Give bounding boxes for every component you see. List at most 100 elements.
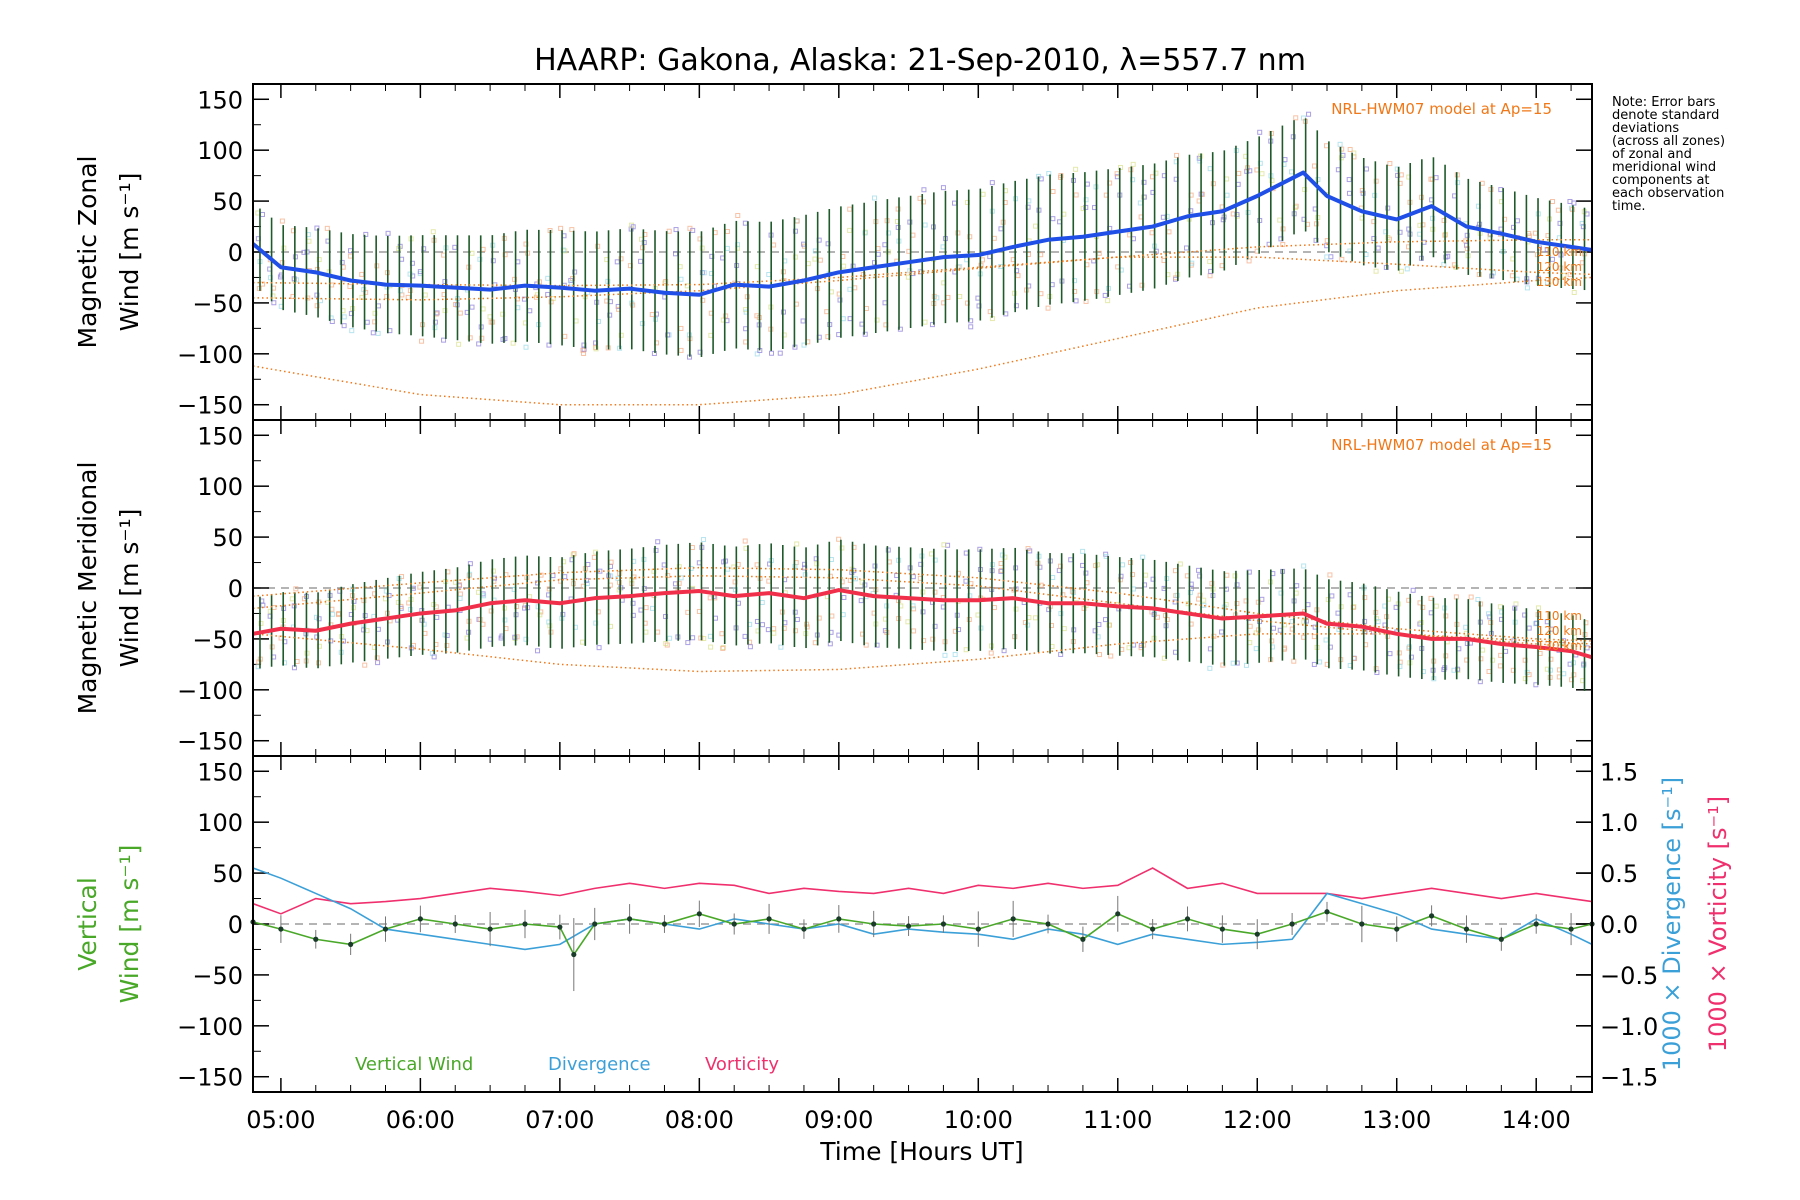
vertical-wind-point <box>696 911 702 917</box>
scatter-point <box>545 275 551 281</box>
scatter-point <box>1025 546 1031 552</box>
scatter-point <box>1105 298 1111 304</box>
scatter-point <box>719 631 725 637</box>
scatter-point <box>817 257 823 263</box>
scatter-point <box>875 246 881 252</box>
scatter-point <box>804 624 810 630</box>
scatter-point <box>862 230 868 236</box>
scatter-point <box>328 638 334 644</box>
scatter-point <box>690 635 696 641</box>
scatter-point <box>862 331 868 337</box>
scatter-point <box>827 573 833 579</box>
scatter-point <box>1488 619 1494 625</box>
scatter-point <box>477 256 483 262</box>
scatter-point <box>1095 562 1101 568</box>
vertical-wind-point <box>1010 916 1016 922</box>
vorticity-line <box>252 867 1593 915</box>
scatter-point <box>1177 561 1183 567</box>
scatter-point <box>500 336 506 342</box>
scatter-point <box>481 593 487 599</box>
scatter-point <box>467 335 473 341</box>
scatter-point <box>1338 155 1344 161</box>
scatter-point <box>527 308 533 314</box>
vertical-wind-point <box>278 926 284 932</box>
vertical-wind-line <box>252 910 1593 957</box>
scatter-point <box>1270 625 1276 631</box>
scatter-point <box>329 606 335 612</box>
scatter-point <box>363 231 369 237</box>
scatter-point <box>952 652 958 658</box>
scatter-point <box>1408 654 1414 660</box>
scatter-point <box>1207 259 1213 265</box>
scatter-point <box>910 574 916 580</box>
vertical-wind-point <box>522 921 528 927</box>
scatter-point <box>596 645 602 651</box>
scatter-point <box>1282 157 1288 163</box>
model-curve <box>252 566 1593 642</box>
scatter-point <box>375 330 381 336</box>
scatter-point <box>885 249 891 255</box>
y-tick-label: −50 <box>192 626 243 654</box>
scatter-point <box>872 195 878 201</box>
note-line: meridional wind <box>1612 160 1717 175</box>
vertical-wind-point <box>1184 916 1191 922</box>
scatter-point <box>663 278 669 284</box>
scatter-point <box>1038 252 1044 258</box>
scatter-point <box>905 274 911 280</box>
scatter-point <box>351 598 357 604</box>
scatter-point <box>771 630 777 636</box>
scatter-point <box>527 594 533 600</box>
scatter-point <box>988 650 994 656</box>
scatter-point <box>1224 176 1230 182</box>
vertical-wind-point <box>836 916 842 922</box>
scatter-point <box>1346 177 1352 183</box>
scatter-point <box>754 351 760 357</box>
scatter-point <box>581 346 587 352</box>
scatter-point <box>847 206 853 212</box>
scatter-point <box>1224 192 1230 198</box>
scatter-point <box>712 615 718 621</box>
scatter-point <box>396 246 402 252</box>
scatter-point <box>441 252 447 258</box>
scatter-point <box>469 250 475 256</box>
scatter-point <box>766 272 772 278</box>
model-altitude-label: 110 km <box>1537 245 1582 259</box>
scatter-point <box>279 218 285 224</box>
scatter-point <box>676 564 682 570</box>
scatter-point <box>502 252 508 258</box>
scatter-point <box>794 541 800 547</box>
scatter-point <box>638 258 644 264</box>
y-tick-label: −100 <box>177 1013 243 1041</box>
scatter-point <box>434 614 440 620</box>
scatter-point <box>968 324 974 330</box>
scatter-point <box>1096 622 1102 628</box>
scatter-point <box>1120 562 1126 568</box>
scatter-point <box>678 347 684 353</box>
scatter-point <box>1083 204 1089 210</box>
scatter-point <box>512 276 518 282</box>
scatter-point <box>550 573 556 579</box>
scatter-point <box>1311 163 1317 169</box>
scatter-point <box>1058 651 1064 657</box>
scatter-point <box>905 619 911 625</box>
scatter-point <box>537 612 543 618</box>
scatter-point <box>1033 223 1039 229</box>
scatter-point <box>1549 256 1555 262</box>
scatter-point <box>618 256 624 262</box>
x-tick-label: 06:00 <box>386 1106 455 1134</box>
scatter-point <box>911 628 917 634</box>
scatter-point <box>885 230 891 236</box>
y-tick-label: 50 <box>212 188 243 216</box>
scatter-point <box>1259 171 1265 177</box>
scatter-point <box>707 595 713 601</box>
scatter-point <box>792 254 798 260</box>
scatter-point <box>827 641 833 647</box>
y2-tick-label: −1.5 <box>1600 1064 1658 1092</box>
scatter-point <box>375 303 381 309</box>
scatter-point <box>1387 161 1393 167</box>
scatter-point <box>1478 656 1484 662</box>
scatter-point <box>942 652 948 658</box>
scatter-point <box>882 242 888 248</box>
scatter-point <box>441 337 447 343</box>
scatter-point <box>583 577 589 583</box>
